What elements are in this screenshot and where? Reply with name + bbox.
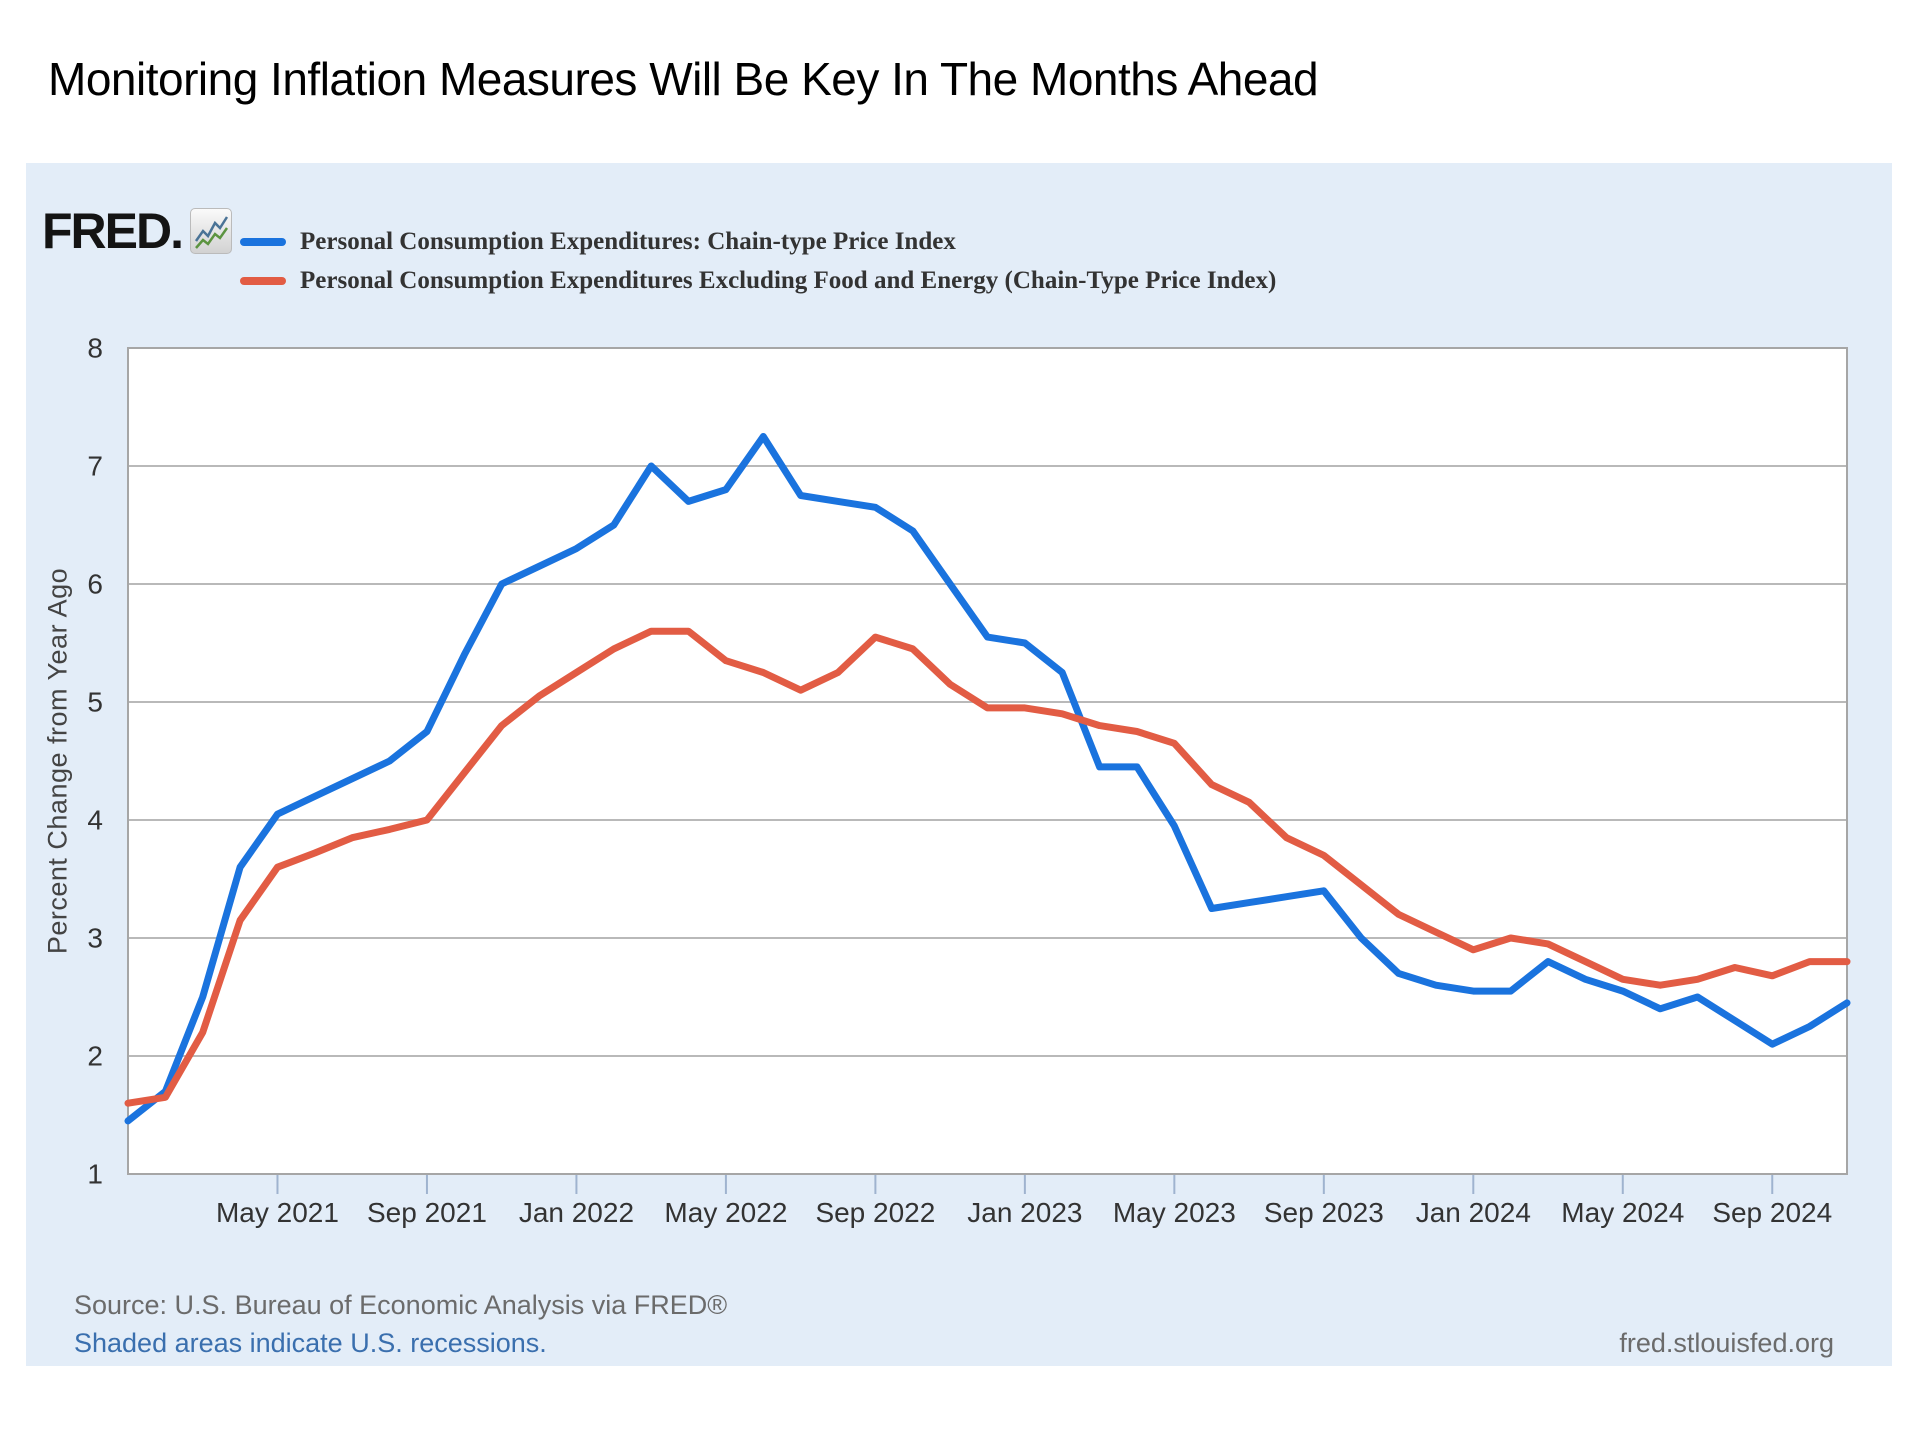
source-attribution: Source: U.S. Bureau of Economic Analysis… [74, 1290, 728, 1320]
x-tick-label: Sep 2024 [1712, 1197, 1832, 1228]
x-tick-label: May 2023 [1113, 1197, 1236, 1228]
x-tick-label: Sep 2021 [367, 1197, 487, 1228]
recessions-note-link[interactable]: Shaded areas indicate U.S. recessions. [74, 1328, 547, 1358]
x-tick-label: Jan 2023 [967, 1197, 1082, 1228]
series-line-pce-headline [124, 433, 1851, 1125]
plot-border [127, 347, 1848, 1175]
y-tick-label-8: 8 [87, 333, 103, 364]
y-tick-label-7: 7 [87, 451, 103, 482]
y-tick-label-4: 4 [87, 805, 103, 836]
sparkline-chart-icon [190, 208, 232, 254]
x-tick-label: May 2024 [1561, 1197, 1684, 1228]
x-tick-label: Sep 2022 [815, 1197, 935, 1228]
page-title: Monitoring Inflation Measures Will Be Ke… [48, 53, 1319, 105]
x-tick-label: May 2021 [216, 1197, 339, 1228]
y-tick-label-6: 6 [87, 569, 103, 600]
x-tick-label: Jan 2024 [1416, 1197, 1531, 1228]
fred-site-link[interactable]: fred.stlouisfed.org [1619, 1328, 1834, 1358]
y-tick-label-3: 3 [87, 923, 103, 954]
legend-item-pce-core[interactable]: Personal Consumption Expenditures Exclud… [240, 267, 1276, 295]
plot-area [128, 348, 1847, 1174]
x-tick-label: Sep 2023 [1264, 1197, 1384, 1228]
x-tick-label: May 2022 [664, 1197, 787, 1228]
y-tick-label-5: 5 [87, 687, 103, 718]
legend-swatch-red [240, 277, 286, 285]
fred-logo-text: FRED. [42, 203, 184, 259]
series-line-pce-core [124, 627, 1851, 1107]
legend-label-pce-headline: Personal Consumption Expenditures: Chain… [300, 228, 956, 255]
x-tick-label: Jan 2022 [519, 1197, 634, 1228]
legend-label-pce-core: Personal Consumption Expenditures Exclud… [300, 267, 1277, 294]
y-tick-label-2: 2 [87, 1041, 103, 1072]
fred-logo: FRED. [42, 206, 232, 256]
legend-swatch-blue [240, 238, 286, 246]
y-tick-label-1: 1 [87, 1159, 103, 1190]
legend-item-pce-headline[interactable]: Personal Consumption Expenditures: Chain… [240, 228, 956, 256]
